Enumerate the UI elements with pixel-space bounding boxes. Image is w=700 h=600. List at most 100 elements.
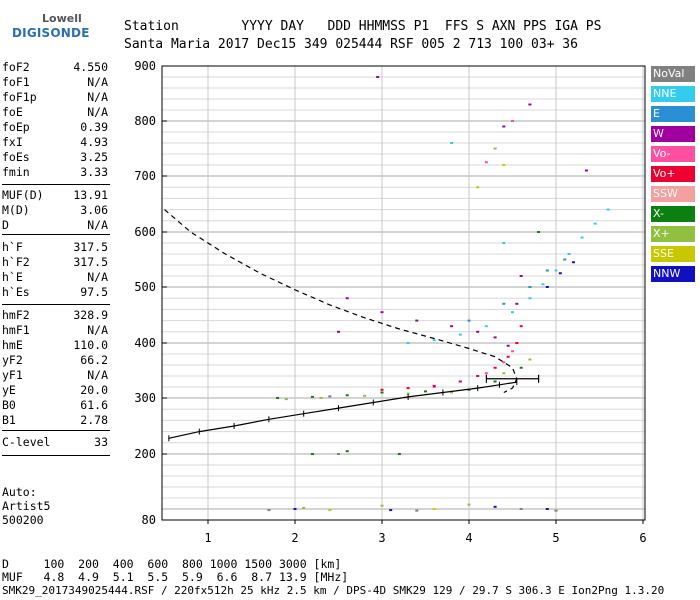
data-point [563,258,567,261]
x-tick-label: 5 [552,531,559,545]
data-point [528,286,532,288]
param-value: 0.39 [80,120,108,134]
data-point [467,319,471,322]
param-value: 4.550 [73,60,108,74]
data-point [267,509,271,512]
data-point [606,208,610,211]
param-value: 328.9 [73,308,108,322]
param-row: D N/A [2,218,108,234]
header-line-1: Station YYYY DAY DDD HHMMSS P1 FFS S AXN… [124,19,602,34]
data-point [502,302,506,305]
param-value: 110.0 [73,338,108,352]
data-point [584,169,588,172]
auto-version: 500200 [2,513,44,527]
footer-file-info: SMK29_2017349025444.RSF / 220fx512h 25 k… [2,584,665,597]
data-point [519,275,523,277]
legend-item: NNW [651,266,695,282]
data-point [363,394,367,397]
y-tick-label: 400 [134,336,156,350]
param-value: 3.33 [80,165,108,179]
param-label: h`F [2,240,23,254]
param-row: foF1 N/A [2,75,108,91]
data-point [337,453,340,455]
station-header: Station YYYY DAY DDD HHMMSS P1 FFS S AXN… [124,18,601,54]
x-tick-label: 2 [291,531,298,545]
data-point [537,231,541,233]
param-row: B0 61.6 [2,398,108,414]
data-point [345,450,349,453]
data-point [511,350,514,353]
param-value: 317.5 [73,255,108,269]
param-value: N/A [87,105,108,119]
x-tick-label: 1 [204,531,211,545]
param-row: B1 2.78 [2,413,108,429]
legend-item: E [651,106,695,122]
data-point [593,222,597,225]
param-label: fxI [2,135,23,149]
data-point [545,508,549,510]
legend-item: Vo+ [651,166,695,182]
y-tick-label: 900 [134,59,156,73]
data-point [380,388,384,391]
data-point [310,395,314,398]
param-row: yF2 66.2 [2,353,108,369]
param-value: 3.25 [80,150,108,164]
param-row: hmF2 328.9 [2,308,108,324]
data-point [519,366,523,369]
param-label: h`F2 [2,255,30,269]
data-point [571,261,575,264]
data-point [511,120,514,122]
data-point [506,344,510,347]
data-point [380,391,384,394]
data-point [554,269,558,272]
data-point [484,325,488,328]
data-point [284,398,288,401]
data-point [493,336,497,339]
logo-top-text: Lowell [42,12,82,25]
param-value: 97.5 [80,285,108,299]
data-point [484,372,488,375]
y-tick-label: 600 [134,225,156,239]
param-row: h`F2 317.5 [2,255,108,271]
data-point [476,330,480,333]
chart-grid [161,65,646,521]
data-point [519,508,523,510]
data-point [541,283,545,286]
data-point [345,394,349,397]
data-point [528,297,532,300]
param-row: yF1 N/A [2,368,108,384]
param-value: 13.91 [73,188,108,202]
data-point [328,395,332,398]
legend-item: SSE [651,246,695,262]
data-point [515,302,519,305]
data-point [558,272,562,275]
data-point [476,375,480,377]
param-row: fxI 4.93 [2,135,108,151]
data-point [424,390,427,393]
data-point [389,509,393,512]
footer: D 100 200 400 600 800 1000 1500 3000 [km… [2,558,348,584]
legend-item: NNE [651,86,695,102]
param-row: hmF1 N/A [2,323,108,339]
param-row: foF2 4.550 [2,60,108,76]
param-label: foE [2,105,23,119]
param-row: fmin 3.33 [2,165,108,181]
footer-muf-row: MUF 4.8 4.9 5.1 5.5 5.9 6.6 8.7 13.9 [MH… [2,570,349,584]
param-value: 66.2 [80,353,108,367]
param-label: foEs [2,150,30,164]
param-label: foEp [2,120,30,134]
data-point [458,333,462,336]
data-point [432,508,436,510]
data-point [345,297,349,300]
data-point [415,509,419,512]
chart-points [267,76,610,512]
param-value: 33 [94,435,108,449]
param-label: D [2,218,9,232]
param-value: N/A [87,218,108,232]
y-tick-label: 500 [134,280,156,294]
param-value: N/A [87,270,108,284]
param-label: fmin [2,165,30,179]
data-point [528,103,532,106]
data-point [545,269,549,272]
data-point [406,342,410,344]
